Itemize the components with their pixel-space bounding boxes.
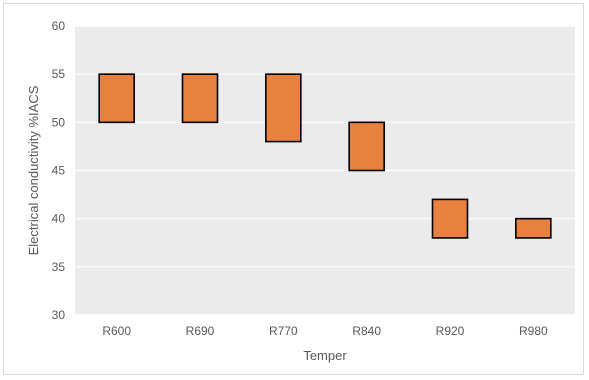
y-tick-label: 60 — [52, 19, 66, 33]
y-tick-labels: 30 35 40 45 50 55 60 — [52, 19, 66, 322]
x-tick-labels: R600 R690 R770 R840 R920 R980 — [102, 324, 548, 338]
y-tick-label: 55 — [52, 67, 66, 81]
bar-r690 — [181, 73, 219, 124]
y-tick-label: 30 — [52, 308, 66, 322]
y-tick-label: 50 — [52, 115, 66, 129]
bar-r600 — [98, 73, 135, 124]
x-tick-label: R690 — [186, 324, 215, 338]
bar-r770 — [265, 73, 302, 143]
x-tick-label: R980 — [519, 324, 548, 338]
gridlines — [75, 25, 575, 316]
x-tick-label: R920 — [436, 324, 465, 338]
y-tick-label: 45 — [52, 164, 66, 178]
x-tick-label: R770 — [269, 324, 298, 338]
x-tick-label: R840 — [352, 324, 381, 338]
y-tick-label: 40 — [52, 212, 66, 226]
bar-r980 — [515, 217, 552, 239]
bar-r920 — [431, 198, 469, 239]
y-axis-title: Electrical conductivity %IACS — [26, 85, 41, 255]
y-tick-label: 35 — [52, 260, 66, 274]
x-axis-title: Temper — [303, 348, 347, 363]
bar-r840 — [348, 121, 385, 172]
bars — [98, 73, 552, 239]
x-tick-label: R600 — [102, 324, 131, 338]
